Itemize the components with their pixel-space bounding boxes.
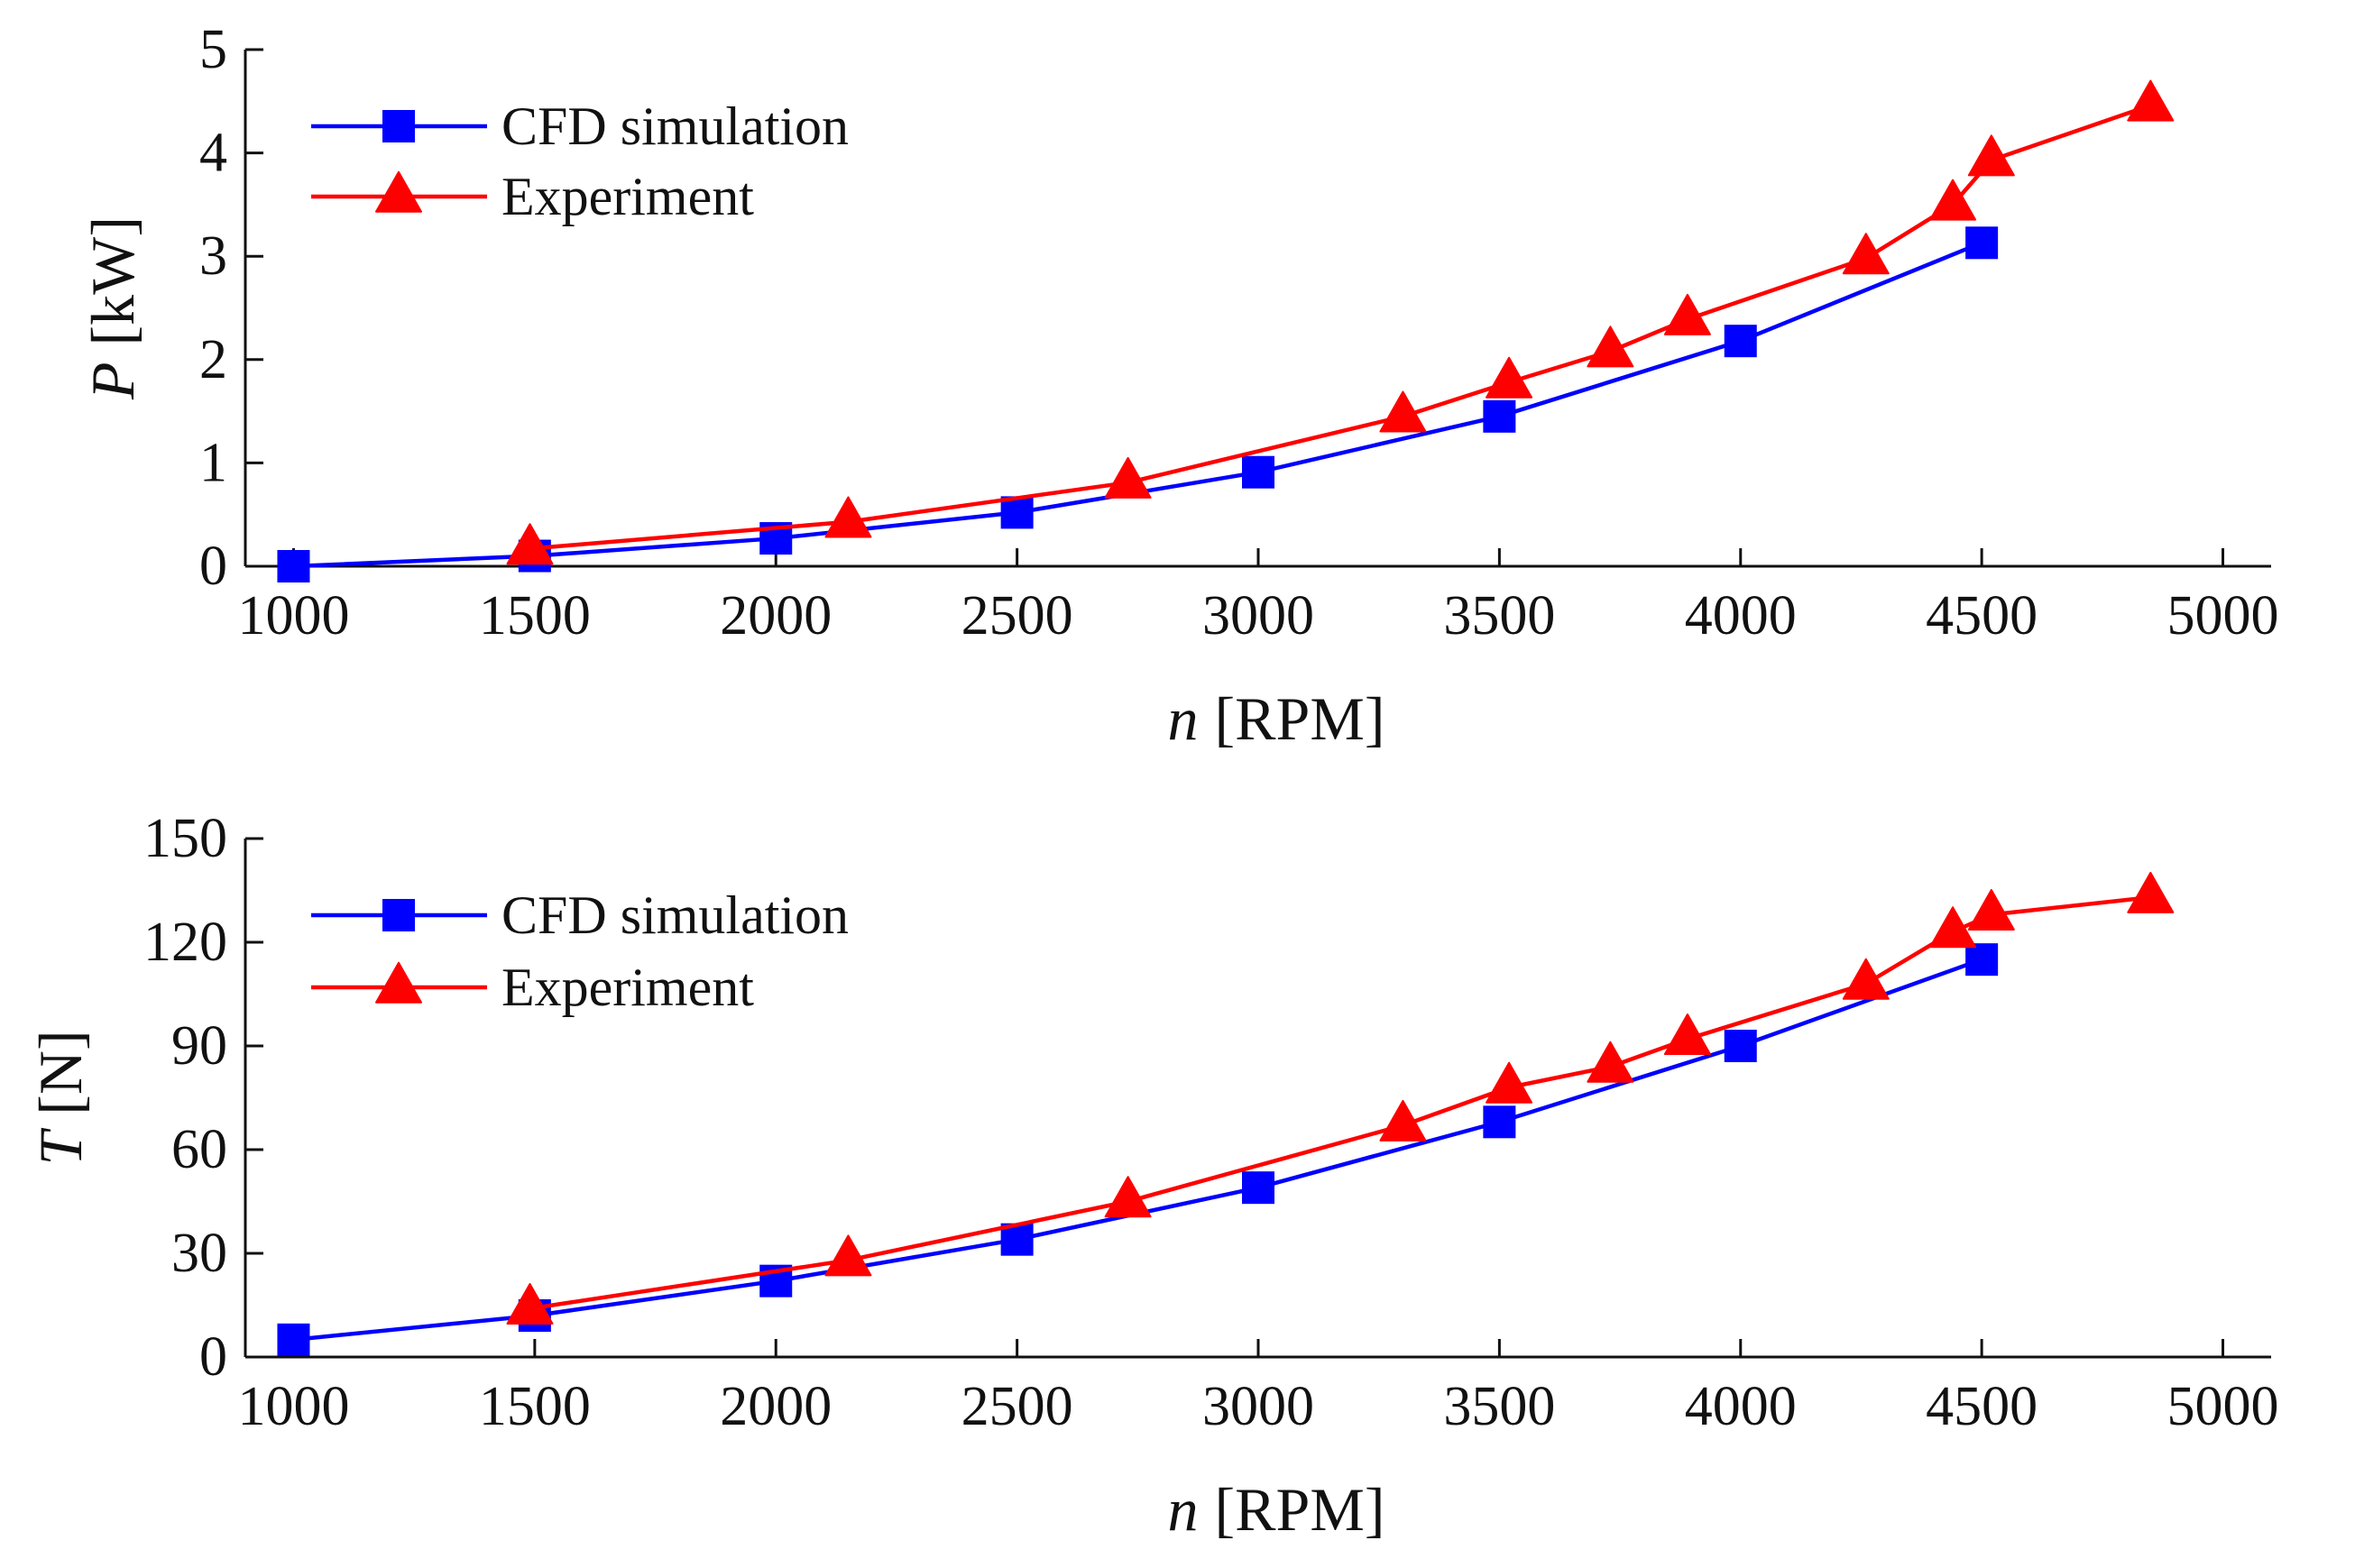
y-tick-label: 60 <box>171 1119 227 1180</box>
data-point <box>1104 1176 1152 1218</box>
x-axis-label: n [RPM] <box>1168 1475 1385 1544</box>
y-tick-label: 120 <box>143 912 227 973</box>
data-point <box>1379 390 1427 433</box>
data-point <box>2127 79 2175 122</box>
y-tick-label: 2 <box>199 329 227 390</box>
data-point <box>1663 1013 1711 1056</box>
x-tick-label: 4000 <box>1685 585 1797 646</box>
data-point <box>1483 399 1516 433</box>
data-point <box>824 496 872 538</box>
data-point <box>1587 1041 1634 1083</box>
data-point <box>1724 325 1757 358</box>
x-tick-label: 4500 <box>1926 1376 2038 1437</box>
series-line <box>529 894 2151 1311</box>
x-tick-label: 1000 <box>237 585 349 646</box>
data-point <box>1965 226 1999 260</box>
legend-label: Experiment <box>501 958 754 1017</box>
data-point <box>1724 1030 1757 1062</box>
x-axis-label-unit: [RPM] <box>1215 1475 1385 1544</box>
x-tick-label: 2500 <box>961 1376 1073 1437</box>
data-point <box>1104 456 1152 499</box>
data-point <box>824 1234 872 1277</box>
data-point <box>1483 1105 1516 1139</box>
series-line <box>293 241 1982 569</box>
legend-entry: CFD simulation <box>311 96 849 156</box>
x-axis-label: n [RPM] <box>1168 684 1385 753</box>
data-point <box>2127 871 2175 913</box>
y-tick-label: 4 <box>199 123 227 184</box>
x-tick-label: 3000 <box>1202 585 1314 646</box>
series-line <box>529 103 2152 551</box>
data-point <box>1929 906 1977 949</box>
data-point <box>1929 179 1977 221</box>
data-point <box>277 550 310 582</box>
x-tick-label: 3500 <box>1443 585 1555 646</box>
legend-entry: CFD simulation <box>311 885 849 945</box>
legend-entry: Experiment <box>311 958 754 1017</box>
x-tick-label: 1500 <box>479 585 591 646</box>
x-axis-label-variable: n <box>1168 1475 1199 1544</box>
x-tick-label: 3000 <box>1202 1376 1314 1437</box>
power-chart: 1000 1500 2000 2500 3000 3500 4000 4500 5000 0 1 2 3… <box>78 19 2279 753</box>
y-tick-label: 30 <box>171 1223 227 1284</box>
y-axis-label: T [N] <box>26 1030 95 1165</box>
series-experiment <box>506 79 2175 565</box>
y-axis-label-unit: [N] <box>26 1030 95 1114</box>
data-point <box>1486 356 1533 399</box>
data-point <box>1842 233 1890 275</box>
legend-marker <box>375 170 422 213</box>
y-tick-label: 1 <box>199 432 227 493</box>
data-point <box>1663 293 1711 335</box>
x-tick-label: 2000 <box>720 585 832 646</box>
data-point <box>1242 455 1274 489</box>
legend: CFD simulation Experiment <box>311 96 849 226</box>
legend-marker <box>375 961 422 1004</box>
y-tick-label: 5 <box>199 19 227 80</box>
data-point <box>1842 958 1890 1000</box>
y-axis-label-variable: T <box>26 1128 95 1166</box>
y-tick-label: 150 <box>143 808 227 869</box>
thrust-chart: 1000 1500 2000 2500 3000 3500 4000 4500 5000 0 30 6… <box>26 808 2279 1544</box>
legend-label: CFD simulation <box>501 885 849 945</box>
x-tick-label: 5000 <box>2167 1376 2279 1437</box>
legend-label: Experiment <box>501 167 754 226</box>
y-axis-label-variable: P <box>78 362 147 400</box>
data-point <box>1587 326 1634 368</box>
data-point <box>1965 943 1999 977</box>
data-point <box>1242 1171 1274 1205</box>
data-point <box>1000 496 1034 529</box>
x-tick-label: 4500 <box>1926 585 2038 646</box>
x-tick-label: 1500 <box>479 1376 591 1437</box>
x-axis-label-unit: [RPM] <box>1215 684 1385 753</box>
series-cfd-simulation <box>277 226 1999 582</box>
data-point <box>506 523 554 565</box>
series-experiment <box>506 871 2175 1325</box>
data-point <box>1379 1099 1427 1142</box>
y-tick-label: 0 <box>199 536 227 597</box>
data-point <box>1967 134 2015 177</box>
x-tick-label: 3500 <box>1443 1376 1555 1437</box>
legend-label: CFD simulation <box>501 96 849 156</box>
x-tick-label: 2000 <box>720 1376 832 1437</box>
y-tick-label: 90 <box>171 1015 227 1077</box>
y-tick-label: 0 <box>199 1326 227 1388</box>
data-point <box>1486 1061 1533 1104</box>
y-tick-label: 3 <box>199 225 227 287</box>
data-point <box>506 1283 554 1325</box>
x-tick-label: 5000 <box>2167 585 2279 646</box>
x-axis-label-variable: n <box>1168 684 1199 753</box>
data-point <box>1000 1223 1034 1256</box>
legend-entry: Experiment <box>311 167 754 226</box>
legend: CFD simulation Experiment <box>311 885 849 1017</box>
legend-marker <box>382 110 415 142</box>
data-point <box>1967 889 2015 931</box>
y-axis-label-unit: [kW] <box>78 216 147 345</box>
y-axis-label: P [kW] <box>78 216 147 400</box>
legend-marker <box>382 899 415 931</box>
x-tick-label: 1000 <box>237 1376 349 1437</box>
data-point <box>277 1323 310 1356</box>
x-tick-label: 2500 <box>961 585 1073 646</box>
x-tick-label: 4000 <box>1685 1376 1797 1437</box>
